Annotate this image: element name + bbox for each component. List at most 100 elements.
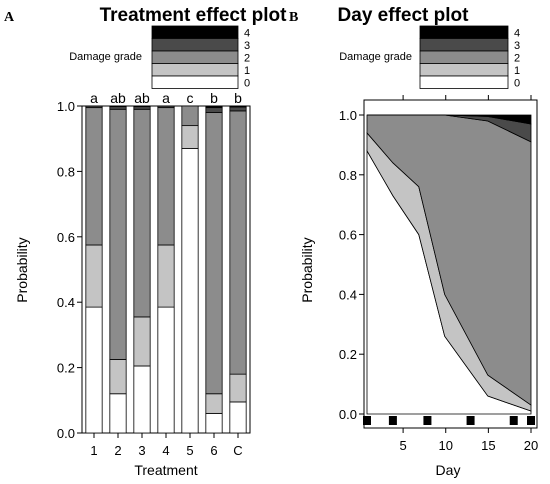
panel-b-x-axis: 5 10 15 20 — [399, 95, 538, 453]
x-tick-label-5: 5 — [399, 438, 406, 453]
panel-b-legend-label-4: 4 — [514, 28, 520, 40]
panel-a-y-axis: 0.0 0.2 0.4 0.6 0.8 1.0 — [57, 99, 82, 441]
panel-b-legend-swatch-2 — [419, 50, 509, 64]
y-tick-label-0.0: 0.0 — [57, 426, 75, 441]
panel-a-legend-swatch-0 — [151, 75, 239, 89]
y-tick-label-0.6: 0.6 — [57, 230, 75, 245]
x-tick-label-2: 2 — [114, 443, 121, 458]
bar-segment-t6-grade4 — [205, 105, 223, 109]
bar-segment-tC-grade0 — [229, 401, 247, 434]
panel-a-legend-title: Damage grade — [69, 51, 142, 63]
significance-letter-3: ab — [134, 90, 150, 106]
panel-b-legend-label-1: 1 — [514, 65, 520, 77]
y-tick-label-0.8: 0.8 — [339, 168, 357, 183]
significance-letter-6: b — [210, 90, 218, 106]
panel-b-legend-label-2: 2 — [514, 53, 520, 65]
panel-a-letter: A — [4, 10, 15, 25]
y-tick-label-0.8: 0.8 — [57, 164, 75, 179]
panel-a-x-axis-label: Treatment — [134, 462, 197, 478]
rug-mark-1 — [388, 416, 397, 425]
panel-b-rug-marks — [363, 416, 535, 425]
bar-segment-t4-grade3 — [157, 105, 175, 109]
panel-a-legend-label-1: 1 — [244, 65, 250, 77]
bar-segment-tC-grade2 — [229, 110, 247, 375]
rug-mark-3 — [466, 416, 475, 425]
significance-letter-2: ab — [110, 90, 126, 106]
bar-segment-t1-grade0 — [85, 306, 103, 434]
panel-a-y-axis-label: Probability — [14, 237, 30, 302]
bar-segment-t5-grade2 — [181, 105, 199, 127]
significance-letter-1: a — [90, 90, 98, 106]
panel-a-legend-label-2: 2 — [244, 53, 250, 65]
panel-a-legend-label-4: 4 — [244, 28, 250, 40]
panel-a-legend-swatch-4 — [151, 25, 239, 39]
panel-b-stacked-areas — [366, 114, 532, 415]
x-tick-label-C: C — [233, 443, 242, 458]
y-tick-label-0.4: 0.4 — [339, 287, 357, 302]
rug-mark-2 — [423, 416, 432, 425]
x-tick-label-4: 4 — [162, 443, 169, 458]
bar-segment-t6-grade0 — [205, 412, 223, 434]
bar-segment-t6-grade3 — [205, 107, 223, 113]
panel-a-legend-label-3: 3 — [244, 40, 250, 52]
panel-b-x-axis-label: Day — [436, 462, 461, 478]
bar-segment-t4-grade0 — [157, 306, 175, 434]
y-tick-label-1.0: 1.0 — [57, 99, 75, 114]
bar-segment-t2-grade4 — [109, 105, 127, 108]
bar-segment-t3-grade0 — [133, 365, 151, 434]
bar-segment-t5-grade1 — [181, 125, 199, 149]
bar-segment-t3-grade1 — [133, 316, 151, 367]
bar-segment-t1-grade1 — [85, 244, 103, 308]
rug-mark-5 — [527, 416, 535, 425]
panel-a-treatment-effect: A Treatment effect plot Damage grade 432… — [4, 5, 287, 478]
x-tick-label-5: 5 — [186, 443, 193, 458]
significance-letter-5: c — [187, 90, 194, 106]
bar-segment-tC-grade4 — [229, 105, 247, 108]
y-tick-label-0.6: 0.6 — [339, 228, 357, 243]
panel-a-significance-letters: a ab ab a c b b — [90, 90, 242, 106]
panel-b-title: Day effect plot — [338, 5, 470, 26]
panel-b-plot-frame — [363, 99, 538, 429]
panel-a-legend-label-0: 0 — [244, 78, 250, 90]
x-tick-label-20: 20 — [524, 438, 538, 453]
bar-segment-tC-grade3 — [229, 106, 247, 112]
panel-b-y-axis: 0.0 0.2 0.4 0.6 0.8 1.0 — [339, 108, 364, 422]
panel-b-legend-title: Damage grade — [339, 51, 412, 63]
bar-segment-t6-grade2 — [205, 112, 223, 395]
bar-segment-t3-grade2 — [133, 108, 151, 318]
area-grade-4 — [367, 114, 532, 125]
panel-a-x-axis: 1 2 3 4 5 6 C — [90, 433, 243, 458]
bar-segment-t3-grade4 — [133, 105, 151, 108]
bar-segment-t1-grade3 — [85, 105, 103, 109]
significance-letter-4: a — [162, 90, 170, 106]
panel-b-y-axis-label: Probability — [299, 237, 315, 302]
bar-segment-t4-grade1 — [157, 244, 175, 308]
x-tick-label-1: 1 — [90, 443, 97, 458]
rug-mark-4 — [509, 416, 518, 425]
y-tick-label-1.0: 1.0 — [339, 108, 357, 123]
y-tick-label-0.4: 0.4 — [57, 295, 75, 310]
x-tick-label-3: 3 — [138, 443, 145, 458]
rug-mark-0 — [363, 416, 371, 425]
bar-segment-t4-grade2 — [157, 107, 175, 246]
bar-segment-t1-grade2 — [85, 107, 103, 246]
bar-segment-tC-grade1 — [229, 373, 247, 403]
panel-b-legend-label-0: 0 — [514, 78, 520, 90]
panel-a-title: Treatment effect plot — [100, 5, 288, 26]
bar-segment-t2-grade0 — [109, 393, 127, 434]
bar-segment-t2-grade1 — [109, 359, 127, 395]
panel-a-legend-swatch-3 — [151, 38, 239, 52]
y-tick-label-0.0: 0.0 — [339, 407, 357, 422]
panel-a-bars — [85, 105, 247, 434]
y-tick-label-0.2: 0.2 — [57, 361, 75, 376]
x-tick-label-15: 15 — [481, 438, 495, 453]
panel-b-letter: B — [289, 10, 298, 25]
panel-b-legend-swatch-3 — [419, 38, 509, 52]
panel-b-legend-swatch-0 — [419, 75, 509, 89]
panel-b-legend-label-3: 3 — [514, 40, 520, 52]
panel-a-legend-swatch-1 — [151, 63, 239, 77]
